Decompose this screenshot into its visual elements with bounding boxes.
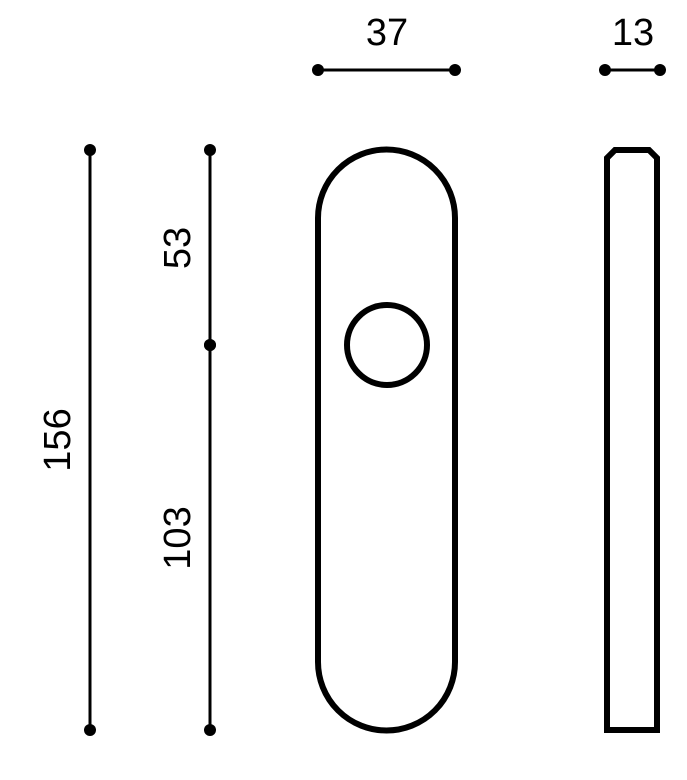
side-view	[607, 150, 657, 730]
dim-label-height_upper: 53	[157, 227, 199, 269]
dim-dot-width_side-end	[654, 64, 666, 76]
dim-dot-height_lower-end	[204, 724, 216, 736]
dim-dot-width_front-end	[449, 64, 461, 76]
dim-dot-height_total-end	[84, 724, 96, 736]
dim-label-width_side: 13	[612, 12, 654, 54]
dim-dot-width_side-start	[599, 64, 611, 76]
dim-dot-height_upper-start	[204, 144, 216, 156]
dim-label-height_lower: 103	[157, 506, 199, 569]
dim-dot-width_front-start	[312, 64, 324, 76]
dim-label-height_total: 156	[37, 408, 79, 471]
dim-dot-height_lower-start	[204, 339, 216, 351]
dim-label-width_front: 37	[366, 12, 408, 54]
dim-dot-height_total-start	[84, 144, 96, 156]
front-plate	[318, 150, 455, 731]
spindle-hole	[347, 305, 427, 385]
